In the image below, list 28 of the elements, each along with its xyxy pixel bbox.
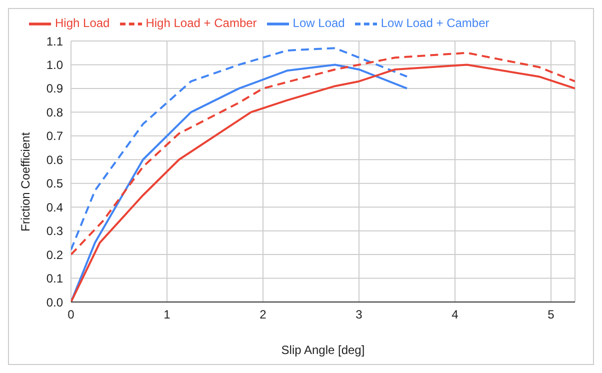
legend-label: Low Load bbox=[292, 16, 345, 30]
y-tick-label: 0.4 bbox=[46, 200, 64, 214]
y-tick-label: 0.6 bbox=[46, 152, 64, 167]
y-tick-label: 1.0 bbox=[46, 58, 64, 72]
y-tick-label: 0.7 bbox=[46, 129, 64, 144]
y-axis-title: Friction Coefficient bbox=[18, 132, 32, 232]
y-tick-label: 0.8 bbox=[46, 105, 64, 120]
legend-label: Low Load + Camber bbox=[380, 16, 490, 30]
y-tick-label: 0.3 bbox=[46, 224, 64, 238]
y-tick-label: 0.1 bbox=[46, 272, 64, 286]
legend-label: High Load + Camber bbox=[146, 16, 257, 30]
x-tick-label: 2 bbox=[260, 308, 267, 322]
x-tick-label: 5 bbox=[548, 308, 555, 322]
line-series bbox=[71, 47, 408, 251]
y-tick-label: 1.1 bbox=[46, 34, 64, 48]
y-tick-label: 0.9 bbox=[46, 82, 64, 96]
x-axis-title: Slip Angle [deg] bbox=[281, 343, 365, 357]
line-series bbox=[71, 64, 408, 302]
line-series bbox=[71, 52, 575, 256]
x-tick-label: 1 bbox=[164, 308, 171, 322]
y-tick-label: 0.5 bbox=[46, 176, 64, 191]
y-tick-label: 0.2 bbox=[46, 248, 64, 262]
line-series bbox=[71, 64, 575, 302]
legend-label: High Load bbox=[55, 16, 110, 30]
x-tick-label: 3 bbox=[356, 308, 363, 322]
y-tick-label: 0.0 bbox=[46, 295, 64, 310]
x-tick-label: 4 bbox=[452, 308, 459, 322]
x-tick-label: 0 bbox=[68, 308, 75, 322]
